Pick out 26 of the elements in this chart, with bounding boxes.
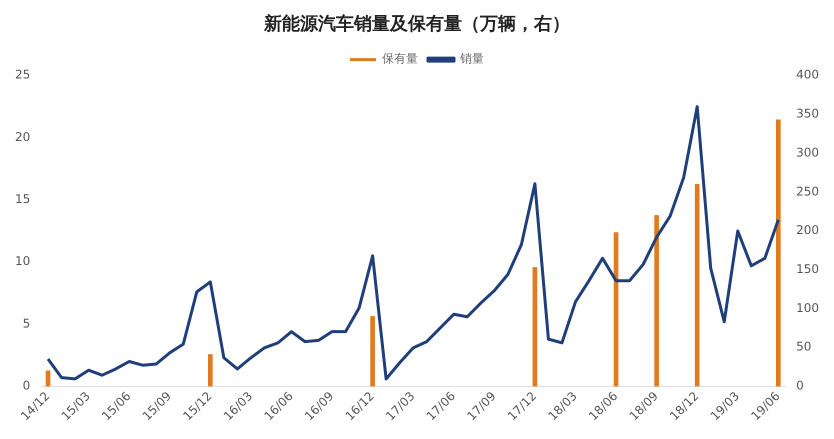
- y-tick-label: 10: [14, 254, 30, 268]
- y-tick-label: 0: [22, 378, 30, 392]
- y-tick-label: 5: [22, 316, 30, 330]
- bar: [694, 184, 700, 386]
- legend-label: 保有量: [382, 52, 418, 66]
- y2-tick-label: 250: [796, 184, 819, 198]
- bar: [370, 316, 375, 386]
- bar: [614, 232, 618, 386]
- y2-tick-label: 200: [796, 223, 819, 238]
- y2-tick-label: 300: [796, 145, 819, 160]
- bar: [532, 267, 538, 386]
- y-tick-label: 20: [14, 130, 30, 144]
- bar: [776, 120, 781, 386]
- chart-title: 新能源汽车销量及保有量（万辆，右）: [263, 13, 570, 34]
- y2-tick-label: 400: [796, 68, 819, 82]
- y2-tick-label: 0: [796, 378, 804, 392]
- y2-tick-label: 100: [796, 300, 819, 315]
- bar: [208, 354, 213, 386]
- y-tick-label: 25: [14, 68, 30, 82]
- y2-tick-label: 150: [796, 262, 819, 276]
- y2-tick-label: 50: [796, 340, 812, 354]
- bar: [46, 370, 50, 386]
- y2-tick-label: 350: [796, 106, 819, 121]
- legend-label: 销量: [459, 52, 484, 66]
- bar: [654, 215, 659, 386]
- y-tick-label: 15: [14, 192, 30, 206]
